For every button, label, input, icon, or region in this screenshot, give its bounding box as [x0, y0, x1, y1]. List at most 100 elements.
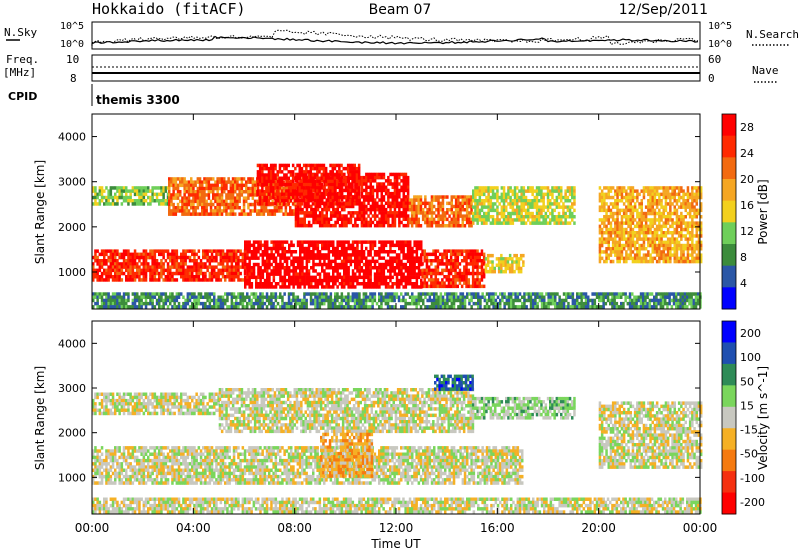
- echo-cell: [389, 207, 392, 212]
- echo-cell: [314, 207, 317, 212]
- echo-cell: [180, 292, 183, 296]
- echo-cell: [230, 275, 234, 279]
- echo-cell: [187, 196, 191, 200]
- echo-cell: [491, 186, 495, 190]
- echo-cell: [125, 305, 128, 309]
- echo-cell: [149, 271, 152, 276]
- echo-cell: [202, 278, 205, 282]
- echo-cell: [338, 266, 342, 270]
- echo-cell: [186, 278, 190, 282]
- echo-cell: [296, 285, 300, 289]
- echo-cell: [284, 202, 288, 207]
- echo-cell: [158, 301, 161, 306]
- echo-cell: [500, 266, 503, 271]
- echo-cell: [96, 249, 99, 253]
- echo-cell: [527, 208, 530, 213]
- echo-cell: [432, 259, 435, 263]
- echo-cell: [365, 185, 368, 189]
- echo-cell: [217, 252, 220, 257]
- echo-cell: [426, 298, 429, 303]
- echo-cell: [553, 186, 556, 190]
- echo-cell: [228, 271, 231, 276]
- echo-cell: [474, 262, 477, 266]
- echo-cell: [456, 271, 459, 276]
- echo-cell: [232, 249, 236, 253]
- echo-cell: [185, 209, 189, 213]
- echo-cell: [182, 278, 185, 282]
- echo-cell: [281, 246, 284, 251]
- echo-cell: [325, 275, 328, 280]
- echo-cell: [567, 301, 570, 306]
- echo-cell: [489, 253, 492, 258]
- echo-cell: [255, 278, 258, 283]
- echo-cell: [518, 292, 522, 296]
- echo-cell: [186, 268, 190, 273]
- echo-cell: [455, 298, 458, 303]
- echo-cell: [142, 195, 146, 200]
- echo-cell: [153, 292, 157, 296]
- echo-cell: [220, 199, 224, 204]
- echo-cell: [332, 250, 335, 254]
- echo-cell: [459, 224, 462, 228]
- echo-cell: [409, 262, 412, 267]
- echo-cell: [320, 295, 324, 299]
- echo-cell: [294, 256, 298, 260]
- echo-cell: [371, 175, 375, 180]
- echo-cell: [436, 268, 440, 273]
- echo-cell: [142, 199, 146, 203]
- echo-cell: [655, 301, 658, 306]
- echo-cell: [380, 275, 383, 280]
- echo-cell: [210, 292, 214, 296]
- echo-cell: [220, 202, 224, 207]
- echo-cell: [457, 298, 460, 303]
- echo-cell: [477, 301, 480, 306]
- echo-cell: [463, 217, 467, 222]
- echo-cell: [116, 259, 119, 263]
- echo-cell: [274, 250, 278, 254]
- echo-cell: [430, 305, 434, 309]
- echo-cell: [358, 259, 361, 264]
- echo-cell: [144, 249, 148, 253]
- echo-cell: [312, 285, 315, 289]
- echo-cell: [531, 218, 534, 222]
- echo-cell: [343, 188, 346, 193]
- echo-cell: [507, 186, 510, 190]
- echo-cell: [465, 271, 468, 276]
- echo-cell: [624, 292, 627, 296]
- echo-cell: [449, 259, 453, 263]
- echo-cell: [413, 285, 416, 289]
- echo-cell: [237, 301, 240, 306]
- echo-cell: [434, 284, 437, 289]
- echo-cell: [461, 217, 464, 222]
- echo-cell: [409, 282, 412, 286]
- echo-cell: [382, 188, 386, 193]
- echo-cell: [236, 177, 239, 181]
- echo-cell: [491, 253, 494, 258]
- echo-cell: [109, 301, 113, 306]
- echo-cell: [439, 295, 443, 299]
- echo-cell: [232, 265, 236, 269]
- echo-cell: [458, 262, 462, 266]
- echo-cell: [283, 305, 286, 309]
- echo-cell: [316, 292, 319, 296]
- echo-cell: [340, 246, 344, 251]
- echo-cell: [334, 246, 337, 251]
- echo-cell: [327, 243, 331, 248]
- echo-cell: [291, 212, 294, 216]
- echo-cell: [207, 190, 211, 194]
- echo-cell: [457, 295, 460, 299]
- echo-cell: [450, 220, 453, 225]
- echo-cell: [347, 217, 350, 221]
- echo-cell: [299, 282, 302, 286]
- echo-cell: [197, 262, 201, 266]
- echo-cell: [242, 209, 246, 213]
- echo-cell: [517, 269, 521, 274]
- echo-cell: [116, 292, 119, 296]
- echo-cell: [340, 278, 344, 283]
- echo-cell: [371, 292, 374, 296]
- echo-cell: [354, 220, 357, 225]
- echo-cell: [419, 211, 423, 215]
- echo-cell: [540, 215, 543, 219]
- echo-cell: [303, 292, 306, 296]
- echo-cell: [457, 211, 460, 215]
